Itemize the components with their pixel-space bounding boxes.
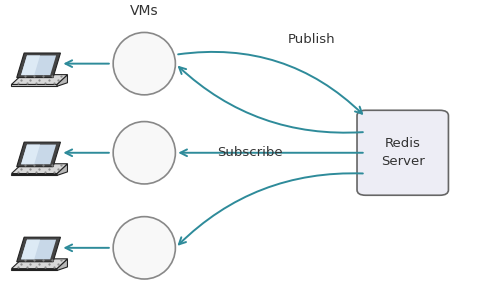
Polygon shape	[21, 145, 40, 164]
Polygon shape	[21, 240, 56, 259]
FancyBboxPatch shape	[357, 110, 448, 195]
Polygon shape	[17, 142, 60, 167]
Polygon shape	[12, 164, 68, 174]
Text: VMs: VMs	[130, 4, 158, 18]
Polygon shape	[12, 259, 68, 268]
Polygon shape	[17, 53, 60, 78]
Polygon shape	[57, 75, 68, 86]
Polygon shape	[21, 56, 56, 75]
Polygon shape	[57, 164, 68, 175]
Polygon shape	[21, 145, 56, 164]
Text: Publish: Publish	[288, 34, 336, 47]
Polygon shape	[21, 56, 40, 75]
Text: Subscribe: Subscribe	[217, 146, 282, 159]
Ellipse shape	[113, 217, 175, 279]
Polygon shape	[57, 259, 68, 271]
Polygon shape	[12, 174, 57, 175]
Ellipse shape	[113, 122, 175, 184]
Polygon shape	[21, 240, 40, 259]
Polygon shape	[12, 85, 57, 86]
Text: Redis
Server: Redis Server	[381, 137, 425, 168]
Polygon shape	[12, 75, 68, 85]
Ellipse shape	[113, 32, 175, 95]
Polygon shape	[12, 268, 57, 271]
Polygon shape	[17, 237, 60, 262]
